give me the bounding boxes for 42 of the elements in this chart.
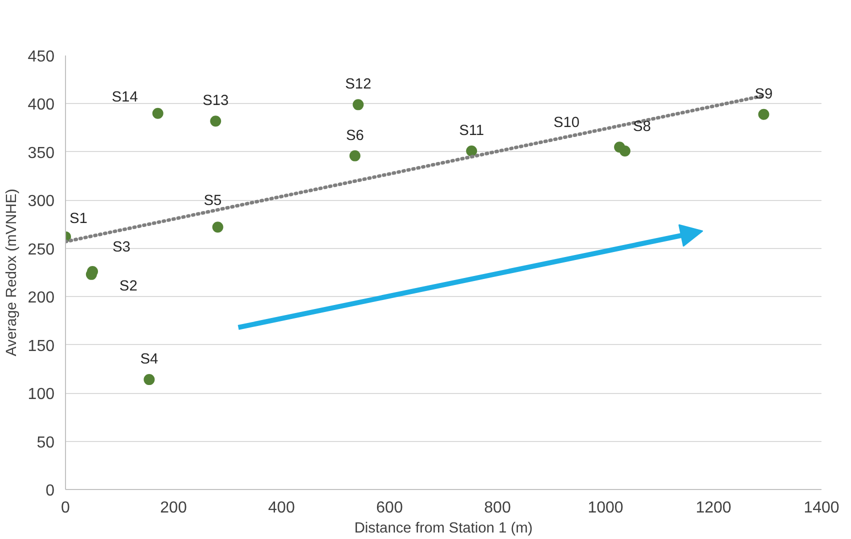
y-tick-label: 50 <box>36 434 55 452</box>
y-axis-title: Average Redox (mVNHE) <box>4 188 20 356</box>
y-tick-label: 150 <box>28 338 55 355</box>
x-tick-label: 1000 <box>588 500 624 516</box>
x-axis-title: Distance from Station 1 (m) <box>354 520 533 536</box>
annotation: S8 <box>632 118 651 135</box>
annotation: S1 <box>70 210 88 227</box>
point <box>352 99 364 110</box>
annotation: S3 <box>112 240 130 256</box>
point <box>614 142 626 153</box>
y-tick-label: 100 <box>28 386 55 404</box>
y-tick-label: 300 <box>28 193 55 210</box>
annotation: S12 <box>345 76 372 93</box>
y-tick-label: 350 <box>28 144 55 162</box>
point <box>758 108 770 120</box>
annotation: S13 <box>202 93 229 110</box>
point <box>212 222 224 233</box>
point <box>144 374 155 386</box>
annotation: S6 <box>346 128 364 144</box>
annotation: S5 <box>204 193 222 210</box>
x-tick-label: 1400 <box>804 500 840 516</box>
x-tick-label: 200 <box>160 500 187 516</box>
y-tick-label: 450 <box>28 48 55 66</box>
x-tick-label: 0 <box>61 500 70 516</box>
y-tick-label: 250 <box>28 241 55 258</box>
annotation: S9 <box>754 86 773 102</box>
x-tick-label: 400 <box>268 500 295 516</box>
x-tick-label: 800 <box>484 500 511 516</box>
point <box>210 116 222 127</box>
x-tick-label: 1200 <box>696 500 732 516</box>
annotation: S14 <box>112 89 138 106</box>
annotation: S10 <box>553 115 580 132</box>
point <box>466 145 478 156</box>
point <box>349 150 360 162</box>
annotation: S4 <box>140 352 158 368</box>
y-tick-label: 400 <box>28 96 55 114</box>
x-tick-label: 600 <box>376 500 403 516</box>
y-tick-label: 0 <box>46 482 55 500</box>
annotation: S2 <box>119 278 138 294</box>
y-tick-label: 200 <box>28 290 55 307</box>
annotation: S11 <box>459 122 484 139</box>
point <box>152 108 164 119</box>
